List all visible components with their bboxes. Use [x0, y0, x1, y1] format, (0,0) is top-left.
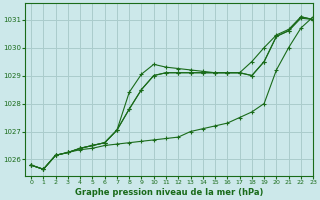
- X-axis label: Graphe pression niveau de la mer (hPa): Graphe pression niveau de la mer (hPa): [75, 188, 263, 197]
